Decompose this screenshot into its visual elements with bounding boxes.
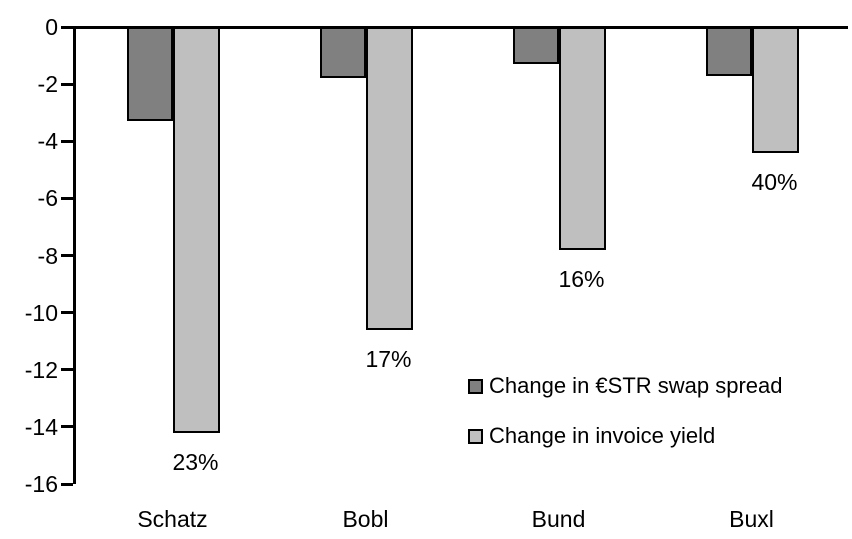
- y-axis-tick: [61, 139, 73, 143]
- legend-label-invoice-yield: Change in invoice yield: [489, 423, 716, 448]
- bar-bund-estr-swap-spread: [512, 27, 559, 65]
- y-axis-tick: [61, 82, 73, 86]
- legend-label-estr-swap-spread: Change in €STR swap spread: [489, 373, 783, 398]
- y-axis-tick: [61, 196, 73, 200]
- x-axis-label-schatz: Schatz: [137, 506, 208, 532]
- bar-value-label-schatz: 23%: [172, 448, 219, 475]
- legend-item-invoice-yield: Change in invoice yield: [468, 423, 716, 448]
- bar-buxl-estr-swap-spread: [705, 27, 752, 76]
- x-axis-zero-line: [73, 25, 848, 29]
- bar-value-label-bobl: 17%: [365, 345, 412, 372]
- bar-schatz-estr-swap-spread: [126, 27, 173, 122]
- x-axis-label-bobl: Bobl: [342, 506, 389, 532]
- y-axis-tick-label: -8: [37, 242, 58, 269]
- y-axis-tick: [61, 25, 73, 29]
- x-axis-label-buxl: Buxl: [729, 506, 774, 532]
- y-axis-tick: [61, 368, 73, 372]
- y-axis-tick-label: 0: [45, 14, 58, 40]
- bar-value-label-buxl: 40%: [751, 168, 798, 195]
- bar-bund-invoice-yield: [558, 27, 606, 250]
- legend-swatch-invoice-yield-icon: [468, 428, 483, 444]
- y-axis-tick-label: -4: [37, 128, 58, 155]
- y-axis-tick-label: -12: [24, 356, 58, 383]
- y-axis-tick-label: -10: [24, 299, 58, 326]
- bar-buxl-invoice-yield: [751, 27, 799, 153]
- legend-swatch-estr-swap-spread-icon: [468, 378, 483, 394]
- y-axis-tick: [61, 254, 73, 257]
- y-axis-tick: [61, 482, 73, 486]
- y-axis-tick-label: -2: [37, 71, 58, 98]
- y-axis-line: [73, 27, 76, 484]
- y-axis-tick: [61, 425, 73, 429]
- y-axis-tick: [61, 311, 73, 315]
- x-axis-label-bund: Bund: [531, 506, 586, 532]
- legend-item-estr-swap-spread: Change in €STR swap spread: [468, 373, 783, 398]
- bar-value-label-bund: 16%: [558, 265, 605, 292]
- bar-schatz-invoice-yield: [172, 27, 220, 433]
- y-axis-tick-label: -16: [24, 471, 58, 497]
- y-axis-tick-label: -6: [37, 185, 58, 212]
- y-axis-tick-label: -14: [24, 413, 58, 440]
- bar-bobl-estr-swap-spread: [319, 27, 366, 79]
- bar-bobl-invoice-yield: [365, 27, 413, 330]
